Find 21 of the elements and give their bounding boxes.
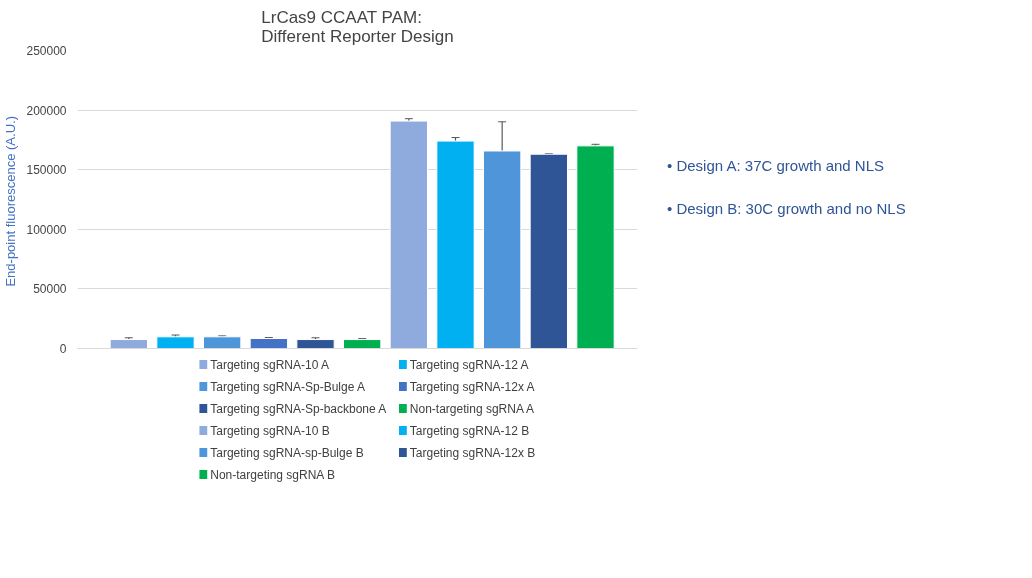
y-tick-label: 50000 — [33, 282, 67, 297]
legend-label: Targeting sgRNA-sp-Bulge B — [210, 445, 364, 460]
chart-title: LrCas9 CCAAT PAM: Different Reporter Design — [261, 7, 454, 46]
legend-label: Targeting sgRNA-10 B — [210, 423, 330, 438]
legend-label: Targeting sgRNA-Sp-backbone A — [210, 401, 387, 416]
legend-label: Non-targeting sgRNA A — [409, 401, 534, 416]
text: • Design A: 37C growth and NLS — [667, 156, 886, 176]
y-tick-label: 150000 — [26, 163, 67, 178]
legend-label: Targeting sgRNA-Sp-Bulge A — [210, 379, 366, 394]
y-tick-label: 0 — [59, 342, 67, 356]
legend-label: Non-targeting sgRNA B — [210, 467, 335, 482]
legend-label: Targeting sgRNA-10 A — [210, 357, 329, 372]
y-axis-title: End-point fluorescence (A.U.) — [3, 116, 19, 287]
y-tick-label: 100000 — [26, 222, 67, 237]
legend-label: Targeting sgRNA-12 A — [409, 357, 529, 372]
legend-label: Targeting sgRNA-12 B — [409, 423, 530, 438]
legend-label: Targeting sgRNA-12x A — [409, 379, 535, 394]
y-tick-label: 250000 — [26, 44, 67, 58]
legend-label: Targeting sgRNA-12x B — [409, 445, 536, 460]
text: • Design B: 30C growth and no NLS — [667, 199, 906, 220]
y-tick-label: 200000 — [26, 103, 67, 118]
